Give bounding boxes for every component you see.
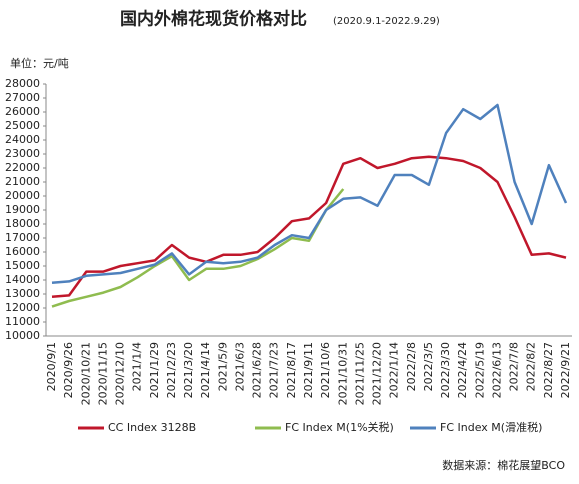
legend-label: FC Index M(滑准税) — [440, 420, 542, 434]
x-tick-label: 2021/1/29 — [148, 342, 161, 398]
x-tick-label: 2021/10/31 — [336, 342, 349, 405]
x-tick-label: 2021/10/6 — [319, 342, 332, 398]
legend-label: FC Index M(1%关税) — [285, 420, 394, 434]
x-tick-label: 2021/12/20 — [371, 342, 384, 405]
y-tick-label: 28000 — [5, 77, 40, 90]
y-tick-label: 15000 — [5, 259, 40, 272]
x-tick-label: 2020/12/10 — [114, 342, 127, 405]
x-tick-label: 2022/9/21 — [559, 342, 572, 398]
x-tick-label: 2021/6/3 — [233, 342, 246, 391]
y-axis-label: 单位：元/吨 — [10, 56, 69, 70]
x-tick-label: 2021/1/4 — [131, 342, 144, 391]
y-tick-label: 11000 — [5, 315, 40, 328]
y-tick-label: 12000 — [5, 301, 40, 314]
x-tick-label: 2021/8/17 — [285, 342, 298, 398]
x-tick-label: 2021/9/11 — [302, 342, 315, 398]
x-tick-label: 2021/6/28 — [251, 342, 264, 398]
x-tick-label: 2022/6/13 — [490, 342, 503, 398]
series-line — [51, 188, 345, 308]
x-tick-label: 2022/7/8 — [508, 342, 521, 391]
x-tick-label: 2021/3/20 — [182, 342, 195, 398]
x-tick-label: 2020/9/1 — [45, 342, 58, 391]
legend-label: CC Index 3128B — [108, 421, 196, 434]
y-tick-label: 23000 — [5, 147, 40, 160]
y-tick-label: 22000 — [5, 161, 40, 174]
y-tick-label: 10000 — [5, 329, 40, 342]
series-line — [51, 155, 567, 299]
y-tick-label: 25000 — [5, 119, 40, 132]
y-tick-label: 14000 — [5, 273, 40, 286]
y-tick-label: 17000 — [5, 231, 40, 244]
x-tick-label: 2022/5/19 — [473, 342, 486, 398]
x-tick-label: 2021/11/25 — [353, 342, 366, 405]
x-tick-label: 2021/5/9 — [216, 342, 229, 391]
x-tick-label: 2020/11/15 — [96, 342, 109, 405]
y-tick-label: 16000 — [5, 245, 40, 258]
x-tick-label: 2022/8/27 — [542, 342, 555, 398]
x-tick-label: 2021/4/14 — [199, 342, 212, 398]
y-tick-label: 27000 — [5, 91, 40, 104]
series-line — [51, 103, 568, 285]
y-tick-label: 20000 — [5, 189, 40, 202]
source: 数据来源：棉花展望BCO — [442, 458, 565, 472]
y-tick-label: 21000 — [5, 175, 40, 188]
chart-subtitle: (2020.9.1-2022.9.29) — [333, 16, 440, 27]
y-tick-label: 13000 — [5, 287, 40, 300]
x-tick-label: 2022/4/24 — [456, 342, 469, 398]
x-tick-label: 2020/9/26 — [62, 342, 75, 398]
chart-title: 国内外棉花现货价格对比 — [120, 9, 307, 30]
x-tick-label: 2022/8/2 — [525, 342, 538, 391]
y-tick-label: 26000 — [5, 105, 40, 118]
x-tick-label: 2022/2/8 — [405, 342, 418, 391]
x-tick-label: 2021/2/23 — [165, 342, 178, 398]
x-tick-label: 2020/10/21 — [79, 342, 92, 405]
x-tick-label: 2022/3/5 — [422, 342, 435, 391]
x-tick-label: 2022/3/30 — [439, 342, 452, 398]
x-tick-label: 2022/1/14 — [388, 342, 401, 398]
y-tick-label: 19000 — [5, 203, 40, 216]
y-tick-label: 24000 — [5, 133, 40, 146]
x-tick-label: 2021/7/23 — [268, 342, 281, 398]
y-tick-label: 18000 — [5, 217, 40, 230]
